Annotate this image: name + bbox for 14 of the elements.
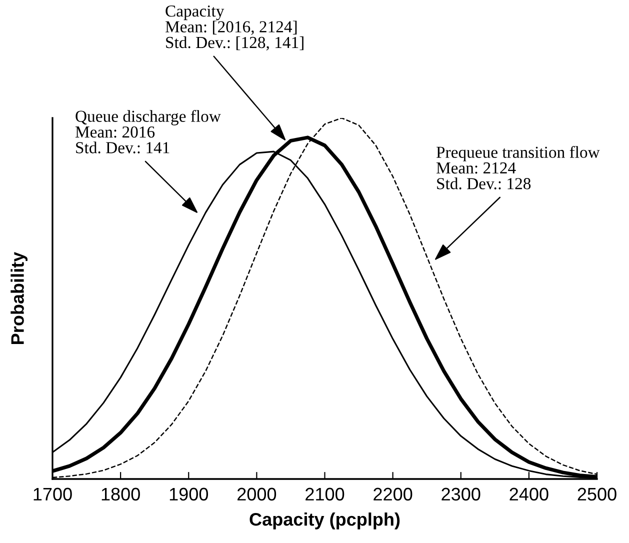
x-tick-label: 1800 <box>102 488 140 501</box>
x-tick-label: 1900 <box>170 488 208 501</box>
annotation: Queue discharge flow Mean: 2016 Std. Dev.: 141 <box>75 110 221 154</box>
x-tick-label: 2300 <box>442 488 480 501</box>
x-tick-label: 1700 <box>34 488 72 501</box>
x-tick-label: 2100 <box>306 488 344 501</box>
annotation: Capacity Mean: [2016, 2124] Std. Dev.: [128, 141] <box>165 5 304 51</box>
x-tick-label: 2200 <box>374 488 412 501</box>
y-axis-title: Probability <box>10 252 28 344</box>
x-axis-title: Capacity (pcplph) <box>250 512 400 530</box>
annotation: Prequeue transition flow Mean: 2124 Std. Dev.: 128 <box>436 146 600 190</box>
x-tick-label: 2400 <box>510 488 548 501</box>
x-tick-label: 2000 <box>238 488 276 501</box>
x-tick-label: 2500 <box>578 488 616 501</box>
